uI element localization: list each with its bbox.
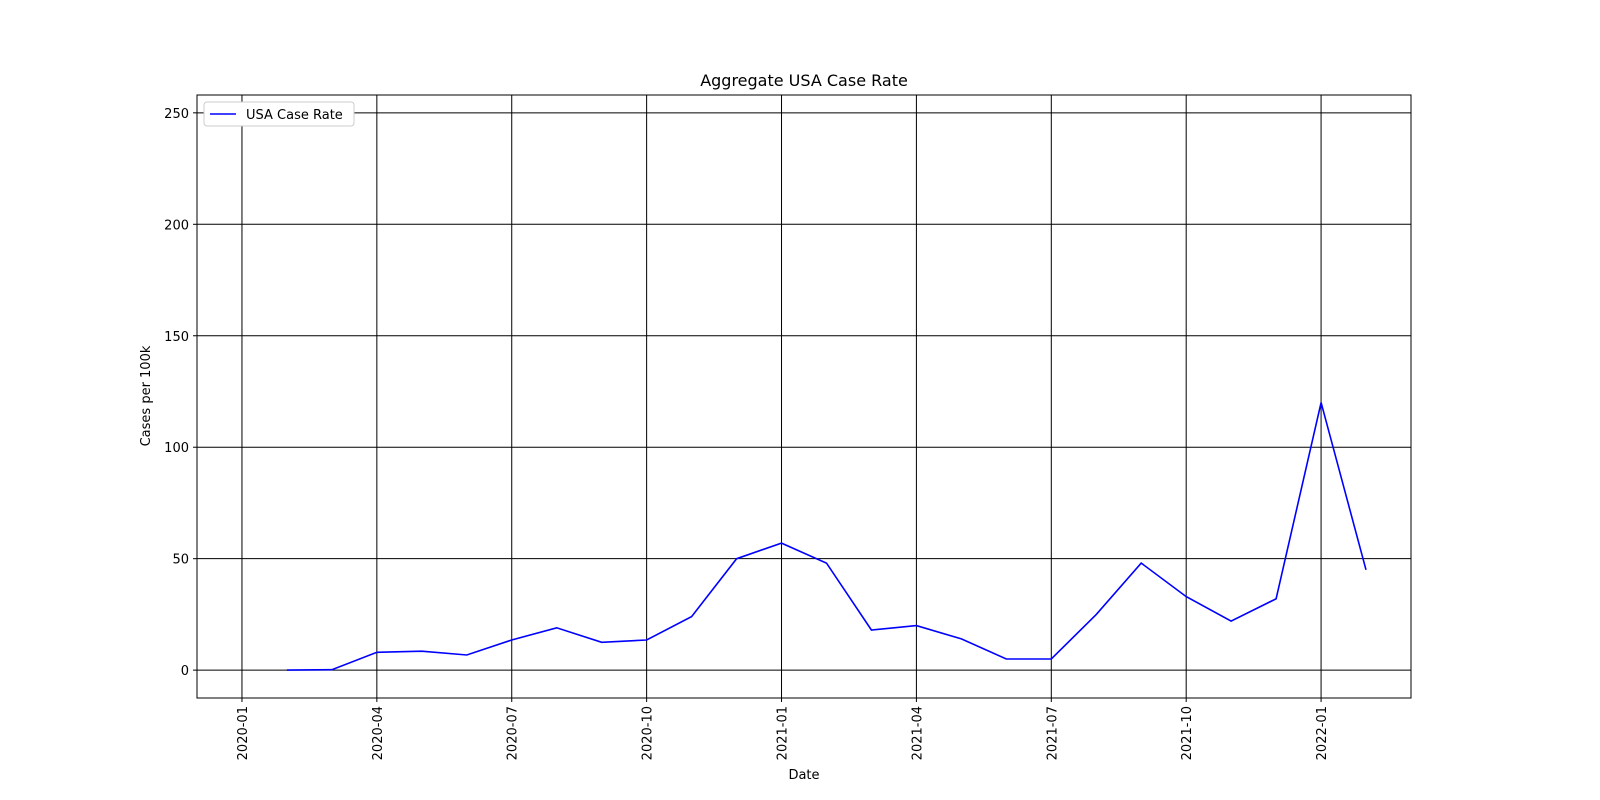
plot-frame (196, 94, 1412, 699)
x-axis-label: Date (788, 768, 819, 783)
legend-box (203, 101, 355, 127)
chart-title: Aggregate USA Case Rate (700, 71, 908, 90)
x-tick-label: 2020-01 (236, 706, 251, 760)
x-tick-label: 2020-04 (371, 706, 386, 760)
y-axis-label: Cases per 100k (139, 345, 154, 446)
x-tick-label: 2020-07 (506, 706, 521, 760)
x-tick-label: 2020-10 (641, 706, 656, 760)
y-tick-label: 0 (181, 664, 189, 679)
y-tick-label: 200 (164, 218, 189, 233)
legend-label: USA Case Rate (246, 108, 343, 123)
y-tick-label: 50 (172, 553, 189, 568)
y-tick-label: 150 (164, 330, 189, 345)
y-tick-label: 250 (164, 107, 189, 122)
x-tick-label: 2022-01 (1315, 706, 1330, 760)
data-line (286, 402, 1367, 671)
y-tick-label: 100 (164, 441, 189, 456)
x-tick-label: 2021-04 (910, 706, 925, 760)
x-tick-label: 2021-10 (1180, 706, 1195, 760)
x-tick-label: 2021-07 (1045, 706, 1060, 760)
x-tick-label: 2021-01 (776, 706, 791, 760)
